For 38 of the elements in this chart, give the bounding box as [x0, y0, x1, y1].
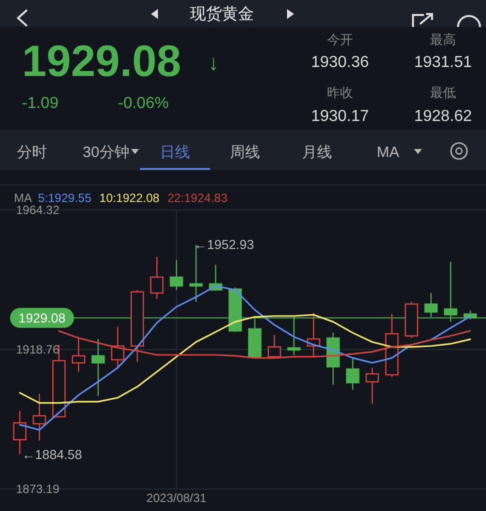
candlestick [366, 367, 379, 404]
text: 5:1929.55 [38, 191, 92, 205]
annotation: ←1884.58 [22, 447, 82, 462]
y-tick-label: 1918.76 [16, 342, 60, 356]
text: 1930.36 [311, 54, 370, 71]
text: 周线 [230, 144, 260, 161]
candlestick [346, 358, 360, 390]
text: 今开 [327, 32, 353, 47]
text: 1931.51 [414, 54, 472, 71]
text: MA [376, 144, 400, 161]
text: 30分钟 [82, 144, 130, 161]
chart-title: 现货黄金 [190, 5, 254, 23]
ref-line-label: 1929.08 [18, 310, 66, 326]
candlestick [111, 326, 124, 368]
legend-title: MA [14, 191, 32, 205]
line-series [18, 314, 472, 404]
text: -1.09 [22, 95, 59, 112]
candlestick [13, 410, 26, 455]
text: 日线 [160, 144, 190, 161]
y-tick-label: 1964.32 [16, 203, 60, 217]
line-series [58, 330, 472, 359]
y-tick-label: 1873.19 [16, 482, 60, 496]
text: 1928.62 [414, 108, 472, 125]
x-tick-label: 2023/08/31 [146, 491, 207, 505]
text: 22:1924.83 [167, 191, 228, 205]
text: 1929.08 [22, 37, 182, 86]
text: 昨收 [327, 85, 353, 100]
text: -0.06% [118, 95, 169, 112]
annotation: ←1952.93 [194, 237, 254, 252]
text: 1930.17 [311, 108, 370, 125]
text: 分时 [17, 144, 47, 161]
text: ↓ [208, 50, 219, 75]
text: 月线 [302, 144, 332, 161]
text: 最低 [430, 85, 456, 100]
candlestick [32, 393, 46, 442]
candlestick [91, 338, 105, 396]
text: 10:1922.08 [99, 191, 160, 205]
text: 最高 [430, 32, 456, 47]
